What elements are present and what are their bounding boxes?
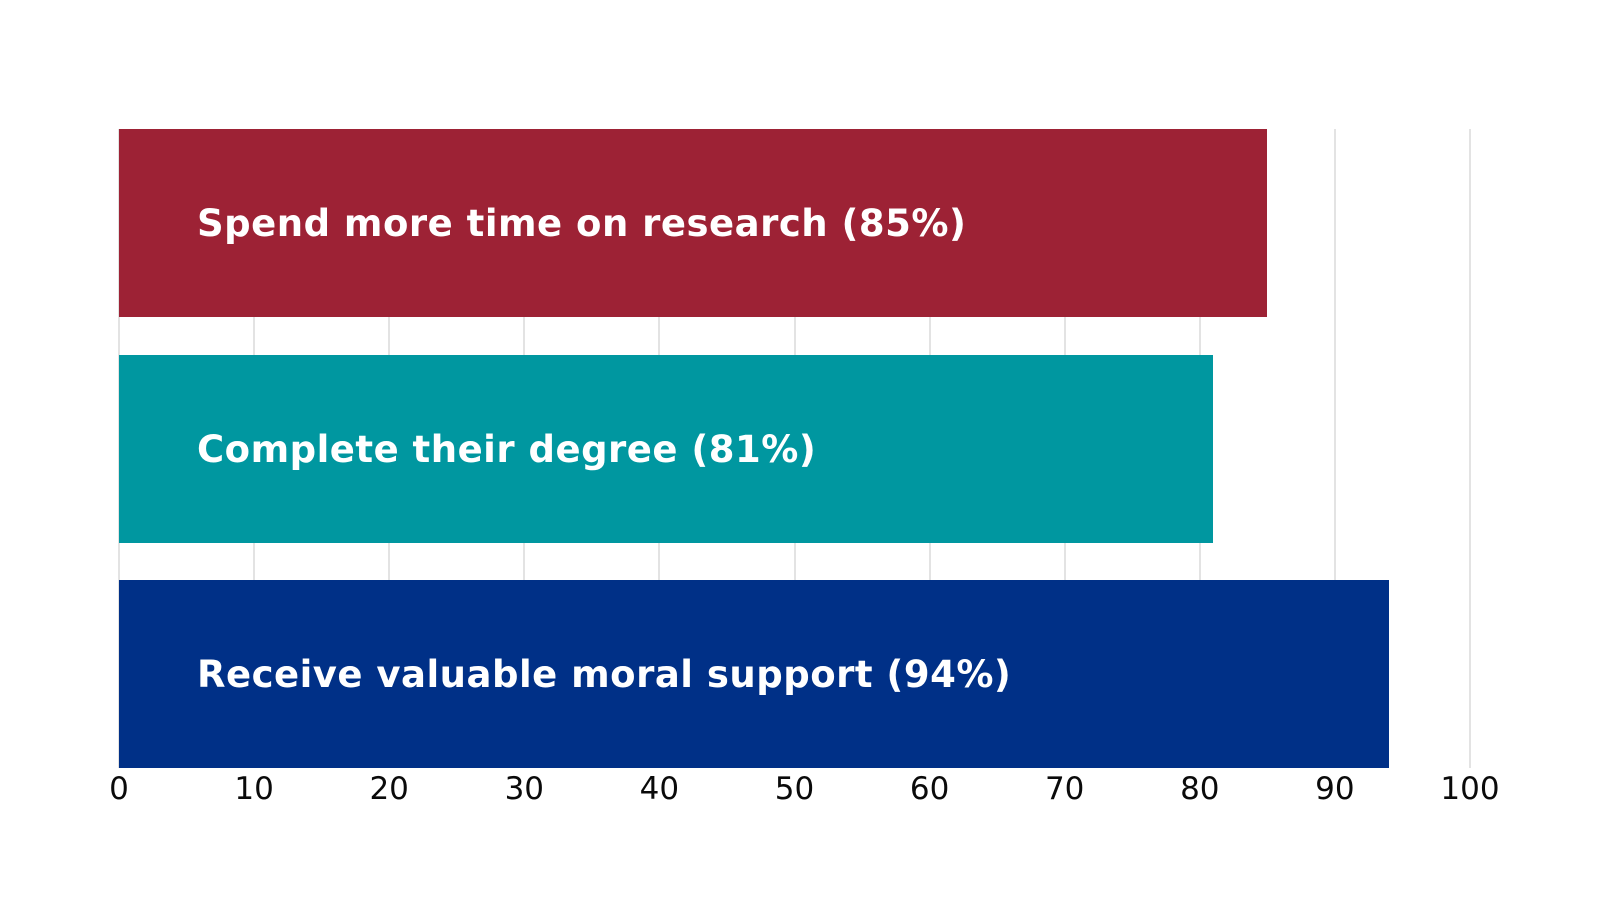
gridline xyxy=(1333,129,1336,768)
bar-label: Receive valuable moral support (94%) xyxy=(197,652,1012,696)
bar-2: Complete their degree (81%) xyxy=(119,355,1214,543)
x-tick-label: 30 xyxy=(504,771,545,807)
bar-label: Complete their degree (81%) xyxy=(197,427,817,471)
x-tick-label: 50 xyxy=(774,771,815,807)
x-tick-label: 10 xyxy=(234,771,274,807)
bar-label: Spend more time on research (85%) xyxy=(197,201,967,245)
x-tick-label: 70 xyxy=(1044,771,1085,807)
x-tick-label: 0 xyxy=(109,771,129,807)
x-tick-label: 80 xyxy=(1180,771,1220,807)
gridline xyxy=(1469,129,1471,768)
x-tick-label: 90 xyxy=(1315,771,1355,807)
x-tick-label: 60 xyxy=(909,771,950,807)
plot-area: Spend more time on research (85%) Complet… xyxy=(118,129,1524,768)
bar-3: Receive valuable moral support (94%) xyxy=(119,580,1389,768)
x-axis: 0 10 20 30 40 50 60 70 80 90 100 xyxy=(0,771,1600,811)
bar-1: Spend more time on research (85%) xyxy=(119,129,1268,317)
x-tick-label: 100 xyxy=(1440,771,1500,807)
x-tick-label: 40 xyxy=(639,771,680,807)
x-tick-label: 20 xyxy=(369,771,409,807)
